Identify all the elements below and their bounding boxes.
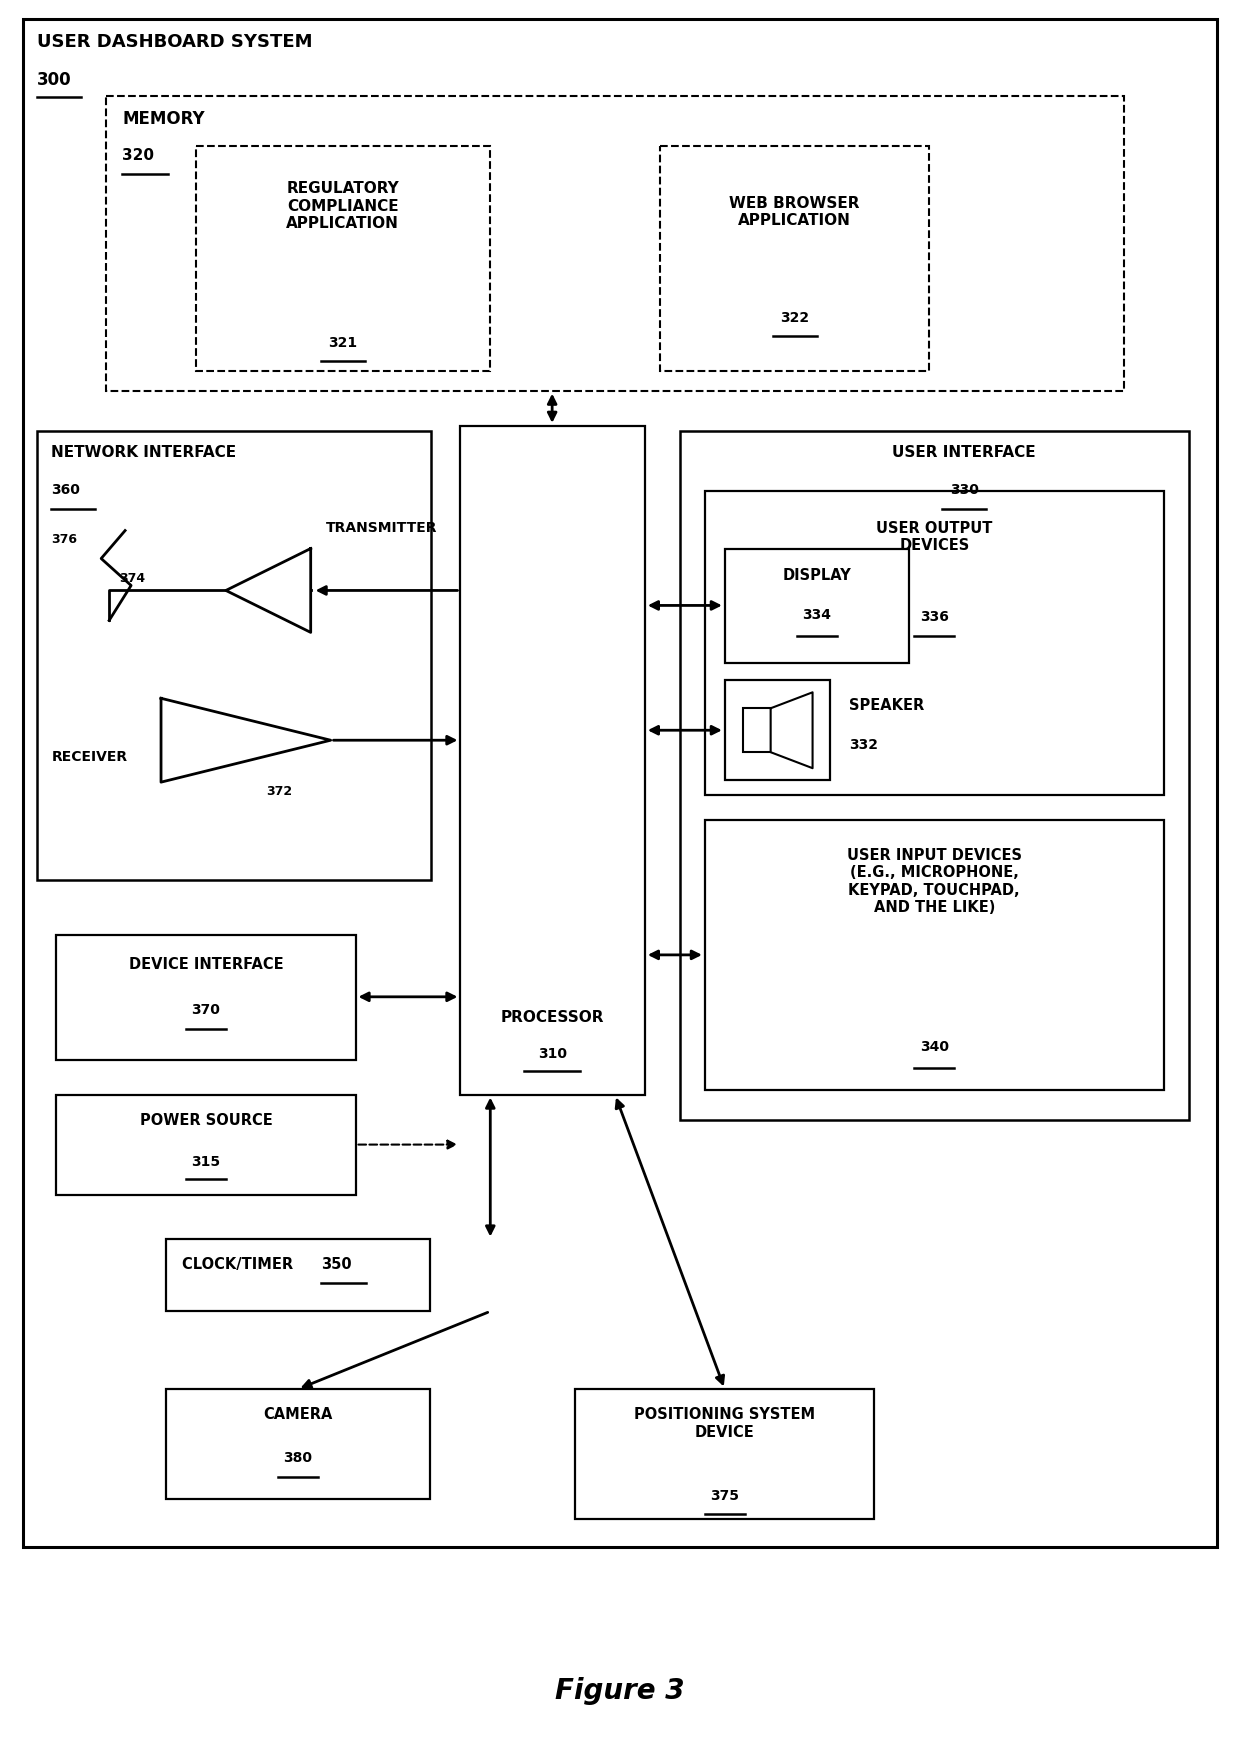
Bar bbox=[56, 936, 356, 1059]
Bar bbox=[724, 548, 909, 663]
Polygon shape bbox=[161, 698, 331, 782]
Bar bbox=[724, 680, 830, 781]
Bar bbox=[704, 819, 1164, 1089]
Text: CAMERA: CAMERA bbox=[263, 1408, 332, 1422]
Text: 332: 332 bbox=[849, 738, 878, 752]
Text: DISPLAY: DISPLAY bbox=[782, 569, 851, 583]
Text: 380: 380 bbox=[283, 1452, 312, 1464]
Text: WEB BROWSER
APPLICATION: WEB BROWSER APPLICATION bbox=[729, 196, 859, 229]
Bar bbox=[660, 146, 929, 370]
Text: POSITIONING SYSTEM
DEVICE: POSITIONING SYSTEM DEVICE bbox=[634, 1408, 816, 1440]
Text: PROCESSOR: PROCESSOR bbox=[501, 1010, 604, 1025]
Polygon shape bbox=[226, 548, 311, 633]
Text: Figure 3: Figure 3 bbox=[556, 1677, 684, 1704]
Text: 322: 322 bbox=[780, 310, 810, 324]
Text: 350: 350 bbox=[321, 1258, 351, 1272]
Text: 334: 334 bbox=[802, 608, 831, 622]
Bar bbox=[680, 430, 1189, 1119]
Polygon shape bbox=[771, 692, 812, 768]
Text: NETWORK INTERFACE: NETWORK INTERFACE bbox=[51, 444, 237, 460]
Text: USER DASHBOARD SYSTEM: USER DASHBOARD SYSTEM bbox=[37, 33, 312, 51]
Text: 330: 330 bbox=[950, 483, 978, 497]
Text: 372: 372 bbox=[265, 786, 291, 798]
Text: CLOCK/TIMER: CLOCK/TIMER bbox=[182, 1258, 299, 1272]
Bar bbox=[460, 426, 645, 1094]
Text: 300: 300 bbox=[37, 70, 72, 90]
Text: MEMORY: MEMORY bbox=[122, 111, 205, 129]
Text: 374: 374 bbox=[119, 573, 145, 585]
Text: USER OUTPUT
DEVICES: USER OUTPUT DEVICES bbox=[877, 520, 992, 553]
Bar bbox=[196, 146, 490, 370]
Text: RECEIVER: RECEIVER bbox=[51, 751, 128, 765]
Text: DEVICE INTERFACE: DEVICE INTERFACE bbox=[129, 957, 283, 973]
Text: 320: 320 bbox=[122, 148, 154, 164]
Text: 375: 375 bbox=[711, 1489, 739, 1503]
Bar bbox=[107, 97, 1123, 391]
Bar bbox=[575, 1388, 874, 1519]
Text: 315: 315 bbox=[191, 1154, 221, 1168]
Text: 376: 376 bbox=[51, 532, 77, 546]
Text: USER INPUT DEVICES
(E.G., MICROPHONE,
KEYPAD, TOUCHPAD,
AND THE LIKE): USER INPUT DEVICES (E.G., MICROPHONE, KE… bbox=[847, 848, 1022, 914]
Text: USER INTERFACE: USER INTERFACE bbox=[893, 444, 1037, 460]
Bar bbox=[37, 430, 432, 879]
Bar bbox=[166, 1239, 430, 1311]
Text: TRANSMITTER: TRANSMITTER bbox=[326, 520, 438, 534]
Bar bbox=[24, 19, 1216, 1547]
Bar bbox=[56, 1094, 356, 1195]
Text: 360: 360 bbox=[51, 483, 81, 497]
Text: 336: 336 bbox=[920, 610, 949, 624]
Text: 340: 340 bbox=[920, 1040, 949, 1054]
Bar bbox=[704, 490, 1164, 795]
Bar bbox=[743, 708, 771, 752]
Text: POWER SOURCE: POWER SOURCE bbox=[140, 1112, 273, 1128]
Text: REGULATORY
COMPLIANCE
APPLICATION: REGULATORY COMPLIANCE APPLICATION bbox=[286, 181, 399, 231]
Text: SPEAKER: SPEAKER bbox=[849, 698, 925, 714]
Text: 310: 310 bbox=[538, 1047, 567, 1061]
Text: 370: 370 bbox=[191, 1003, 221, 1017]
Bar bbox=[166, 1388, 430, 1499]
Text: 321: 321 bbox=[329, 337, 357, 351]
